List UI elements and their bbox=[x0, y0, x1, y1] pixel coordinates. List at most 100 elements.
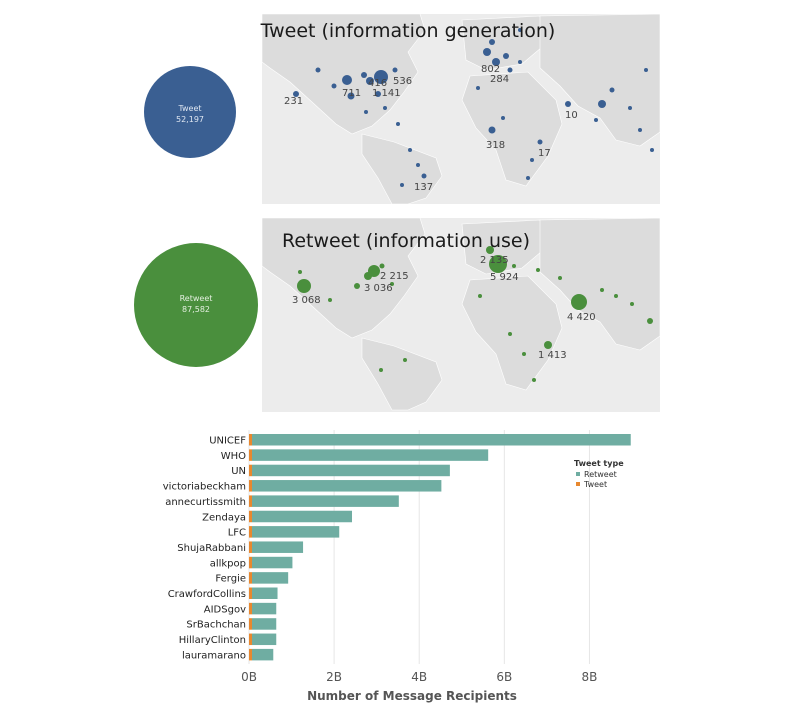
retweet-dot bbox=[558, 276, 562, 280]
tweet-map-label: 711 bbox=[342, 88, 361, 99]
category-label: lauramarano bbox=[182, 650, 246, 661]
x-tick-labels: 0B 2B 4B 6B 8B bbox=[241, 670, 597, 684]
tweet-dot bbox=[501, 116, 505, 120]
tweet-map-label: 137 bbox=[414, 182, 433, 193]
bar-tweet bbox=[249, 602, 252, 615]
bar-retweet bbox=[252, 526, 340, 538]
bar-tweet bbox=[249, 480, 252, 492]
retweet-total-circle bbox=[134, 243, 258, 367]
tweet-map-label: 231 bbox=[284, 96, 303, 107]
retweet-dot bbox=[403, 358, 407, 362]
retweet-dot bbox=[536, 268, 540, 272]
x-tick-label: 6B bbox=[496, 670, 512, 684]
tweet-dot bbox=[364, 110, 368, 114]
bar-retweet bbox=[252, 434, 631, 446]
tweet-map-label: 284 bbox=[490, 74, 509, 85]
tweet-dot bbox=[416, 163, 420, 167]
legend-title: Tweet type bbox=[574, 459, 624, 468]
tweet-dot bbox=[503, 53, 509, 59]
bar-tweet bbox=[249, 526, 252, 538]
bar-tweet bbox=[249, 556, 252, 569]
tweet-dot bbox=[361, 72, 367, 78]
retweet-dot bbox=[532, 378, 536, 382]
tweet-map-label: 802 bbox=[481, 64, 500, 75]
bar-retweet bbox=[252, 633, 277, 646]
bar-retweet bbox=[252, 449, 489, 461]
retweet-dot bbox=[512, 264, 516, 268]
bar-tweet bbox=[249, 464, 252, 477]
category-label: ShujaRabbani bbox=[177, 543, 246, 554]
retweet-map-label: 2 215 bbox=[380, 271, 409, 282]
retweet-total-label: Retweet bbox=[180, 294, 213, 303]
category-label: WHO bbox=[221, 451, 246, 462]
north-america-shape bbox=[262, 218, 426, 339]
retweet-dot bbox=[379, 368, 383, 372]
bar-retweet bbox=[252, 648, 274, 661]
tweet-world-map bbox=[262, 14, 660, 204]
bar-tweet bbox=[249, 434, 252, 446]
category-label: AIDSgov bbox=[204, 604, 246, 615]
bar-retweet bbox=[252, 556, 293, 569]
tweet-dot bbox=[507, 67, 513, 73]
category-label: victoriabeckham bbox=[163, 482, 246, 493]
retweet-dot bbox=[390, 282, 394, 286]
tweet-dot bbox=[408, 148, 412, 152]
tweet-dot bbox=[598, 100, 606, 108]
retweet-map-label: 4 420 bbox=[567, 312, 596, 323]
africa-shape bbox=[461, 71, 563, 187]
bar-tweet bbox=[249, 541, 252, 553]
category-label: LFC bbox=[228, 528, 246, 539]
tweet-dot bbox=[400, 183, 404, 187]
bar-retweet bbox=[252, 480, 442, 492]
category-label: SrBachchan bbox=[186, 620, 246, 631]
tweet-dot bbox=[526, 176, 530, 180]
retweet-dot bbox=[354, 283, 360, 289]
x-tick-label: 0B bbox=[241, 670, 257, 684]
tweet-dot bbox=[342, 75, 352, 85]
tweet-dot bbox=[383, 106, 387, 110]
tweet-dot bbox=[518, 60, 522, 64]
tweet-dot bbox=[375, 91, 381, 97]
x-tick-label: 8B bbox=[582, 670, 598, 684]
south-america-shape bbox=[361, 133, 443, 204]
tweet-dot bbox=[483, 48, 491, 56]
retweet-dot bbox=[508, 332, 512, 336]
retweet-map-label: 5 924 bbox=[490, 272, 519, 283]
legend-swatch-tweet bbox=[576, 482, 580, 486]
tweet-dot bbox=[530, 158, 534, 162]
tweet-dot bbox=[650, 148, 654, 152]
tweet-dot bbox=[347, 92, 355, 100]
retweet-dot bbox=[600, 288, 604, 292]
bar-retweet bbox=[252, 541, 304, 553]
tweet-map-label: 10 bbox=[565, 110, 578, 121]
tweet-dot bbox=[392, 67, 398, 73]
bar-tweet bbox=[249, 648, 252, 661]
bar-tweet bbox=[249, 449, 252, 461]
tweet-dot bbox=[565, 101, 571, 107]
tweet-dot bbox=[609, 87, 615, 93]
tweet-map-label: 416 bbox=[368, 78, 387, 89]
x-tick-label: 2B bbox=[326, 670, 342, 684]
category-label: HillaryClinton bbox=[179, 635, 246, 646]
south-america-shape bbox=[361, 337, 443, 411]
bar-retweet bbox=[252, 495, 399, 507]
bar-tweet bbox=[249, 618, 252, 630]
bar-tweet bbox=[249, 510, 252, 523]
tweet-total-value: 52,197 bbox=[176, 115, 204, 124]
retweet-total-value: 87,582 bbox=[182, 305, 210, 314]
retweet-dot bbox=[297, 279, 311, 293]
tweet-dot bbox=[518, 28, 522, 32]
tweet-map-label: 536 bbox=[393, 76, 412, 87]
tweet-dot bbox=[476, 86, 480, 90]
retweet-dot bbox=[489, 255, 507, 273]
tweet-dot bbox=[293, 91, 299, 97]
tweet-total-label: Tweet bbox=[177, 104, 201, 113]
tweet-map-label: 17 bbox=[538, 148, 551, 159]
legend-swatch-retweet bbox=[576, 472, 580, 476]
tweet-map-label: 1 141 bbox=[372, 88, 401, 99]
legend-label-retweet: Retweet bbox=[584, 470, 617, 479]
retweet-dot bbox=[486, 246, 494, 254]
retweet-dot bbox=[647, 318, 653, 324]
